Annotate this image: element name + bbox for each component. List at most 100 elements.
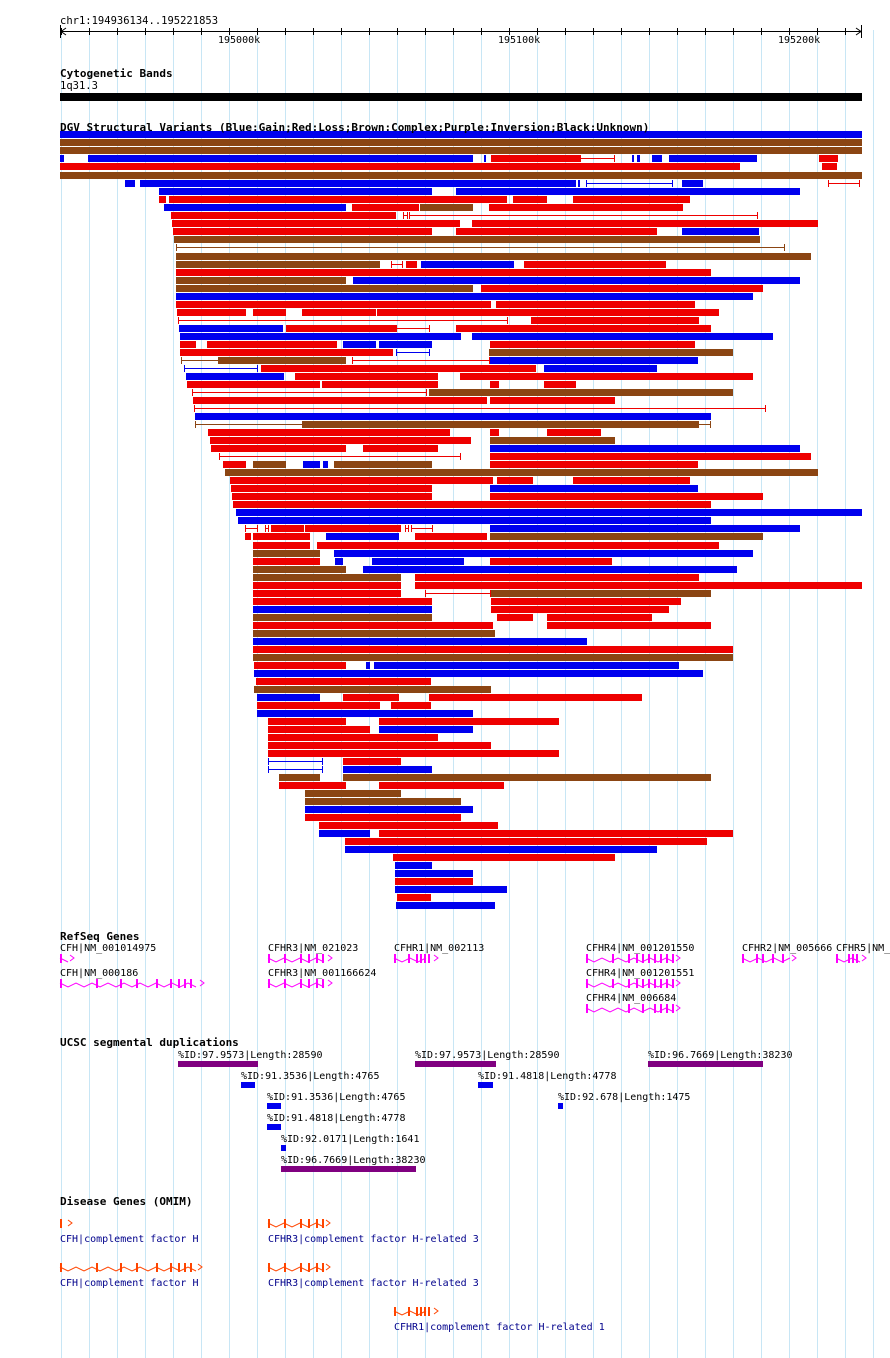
segdup-label[interactable]: %ID:96.7669|Length:38230 (648, 1050, 793, 1061)
variant-bar (490, 485, 698, 492)
track-title-dgv[interactable]: DGV Structural Variants (Blue:Gain;Red:L… (60, 121, 650, 134)
segdup-label[interactable]: %ID:92.0171|Length:1641 (281, 1134, 420, 1145)
segdup-label[interactable]: %ID:97.9573|Length:28590 (178, 1050, 323, 1061)
variant-bar (490, 445, 800, 452)
variant-bar (323, 461, 328, 468)
variant-bar (257, 710, 473, 717)
variant-bar (490, 341, 695, 348)
gene-label[interactable]: CFH|NM_001014975 (60, 943, 157, 954)
variant-bar (173, 228, 432, 235)
variant-bar (302, 309, 376, 316)
gene-label[interactable]: CFHR4|NM_001201551 (586, 968, 695, 979)
variant-bar (223, 461, 246, 468)
omim-gene-exon (416, 1307, 418, 1316)
variant-bar (159, 196, 166, 203)
segdup-label[interactable]: %ID:91.4818|Length:4778 (478, 1071, 617, 1082)
variant-bar (60, 147, 862, 154)
variant-bar (819, 155, 838, 162)
variant-bar (490, 525, 800, 532)
gene-label[interactable]: CFHR3|NM_021023 (268, 943, 359, 954)
omim-gene-exon (316, 1219, 318, 1228)
variant-bar (253, 622, 493, 629)
omim-gene-intron (267, 1266, 325, 1272)
variant-bar (238, 517, 711, 524)
variant-bar (490, 357, 698, 364)
segdup-bar (558, 1103, 563, 1109)
refseq-gene-strand-arrow (433, 954, 439, 962)
variant-bar (547, 429, 601, 436)
omim-label[interactable]: CFH|complement factor H (60, 1278, 199, 1289)
variant-bar (456, 188, 800, 195)
variant-bar (363, 566, 737, 573)
variant-bar (345, 838, 707, 845)
segdup-label[interactable]: %ID:92.678|Length:1475 (558, 1092, 691, 1103)
variant-bar (578, 180, 580, 187)
omim-label[interactable]: CFHR1|complement factor H-related 1 (394, 1322, 605, 1333)
gene-label[interactable]: CFHR4|NM_006684 (586, 993, 677, 1004)
omim-label[interactable]: CFHR3|complement factor H-related 3 (268, 1278, 479, 1289)
track-title-omim[interactable]: Disease Genes (OMIM) (60, 1195, 193, 1208)
refseq-gene-intron (267, 957, 325, 963)
omim-gene-exon (284, 1219, 286, 1228)
segdup-label[interactable]: %ID:91.3536|Length:4765 (241, 1071, 380, 1082)
variant-bar (295, 373, 438, 380)
refseq-gene-strand-arrow (675, 954, 681, 962)
variant-bar (322, 381, 438, 388)
refseq-gene-exon (612, 954, 614, 963)
omim-gene-exon (268, 1263, 270, 1272)
variant-bar (343, 766, 432, 773)
segdup-label[interactable]: %ID:96.7669|Length:38230 (281, 1155, 426, 1166)
variant-bar (319, 822, 498, 829)
variant-bar (305, 798, 461, 805)
variant-bar (125, 180, 135, 187)
variant-bar (415, 582, 862, 589)
ruler-tick-label: 195200k (778, 35, 821, 46)
refseq-gene-strand-arrow (861, 954, 867, 962)
variant-bar (395, 886, 507, 893)
gene-label[interactable]: CFHR3|NM_001166624 (268, 968, 377, 979)
omim-gene-exon (190, 1263, 192, 1272)
track-title-refseq[interactable]: RefSeq Genes (60, 930, 140, 943)
variant-bar (159, 188, 432, 195)
variant-bar (547, 614, 652, 621)
segdup-label[interactable]: %ID:97.9573|Length:28590 (415, 1050, 560, 1061)
omim-label[interactable]: CFHR3|complement factor H-related 3 (268, 1234, 479, 1245)
refseq-gene-exon (408, 954, 410, 963)
track-title-segdup[interactable]: UCSC segmental duplications (60, 1036, 239, 1049)
variant-bar (210, 437, 471, 444)
refseq-gene-exon (424, 954, 426, 963)
track-title-cytoband[interactable]: Cytogenetic Bands (60, 67, 173, 80)
refseq-gene-exon (672, 1004, 674, 1013)
refseq-gene-exon (642, 1004, 644, 1013)
variant-bar (180, 341, 196, 348)
gene-label[interactable]: CFHR2|NM_005666 (742, 943, 833, 954)
variant-bar (180, 333, 461, 340)
segdup-label[interactable]: %ID:91.3536|Length:4765 (267, 1092, 406, 1103)
refseq-gene-exon (660, 954, 662, 963)
variant-bar (253, 542, 310, 549)
segdup-label[interactable]: %ID:91.4818|Length:4778 (267, 1113, 406, 1124)
omim-gene-exon (170, 1263, 172, 1272)
refseq-gene-exon (642, 979, 644, 988)
segdup-bar (178, 1061, 258, 1067)
variant-bar (397, 894, 431, 901)
variant-bar (490, 437, 615, 444)
variant-bar (257, 694, 320, 701)
omim-label[interactable]: CFH|complement factor H (60, 1234, 199, 1245)
variant-bar (544, 365, 657, 372)
gene-label[interactable]: CFHR5|NM_ (836, 943, 890, 954)
gene-label[interactable]: CFHR4|NM_001201550 (586, 943, 695, 954)
segdup-bar (281, 1145, 286, 1151)
gene-label[interactable]: CFH|NM_000186 (60, 968, 139, 979)
variant-bar (343, 758, 401, 765)
refseq-gene-exon (178, 979, 180, 988)
variant-bar (317, 542, 719, 549)
refseq-gene-exon (268, 954, 270, 963)
variant-bar (379, 341, 432, 348)
gene-label[interactable]: CFHR1|NM_002113 (394, 943, 485, 954)
variant-bar (481, 285, 763, 292)
refseq-gene-exon (672, 979, 674, 988)
refseq-gene-exon (636, 979, 638, 988)
variant-bar (363, 445, 438, 452)
